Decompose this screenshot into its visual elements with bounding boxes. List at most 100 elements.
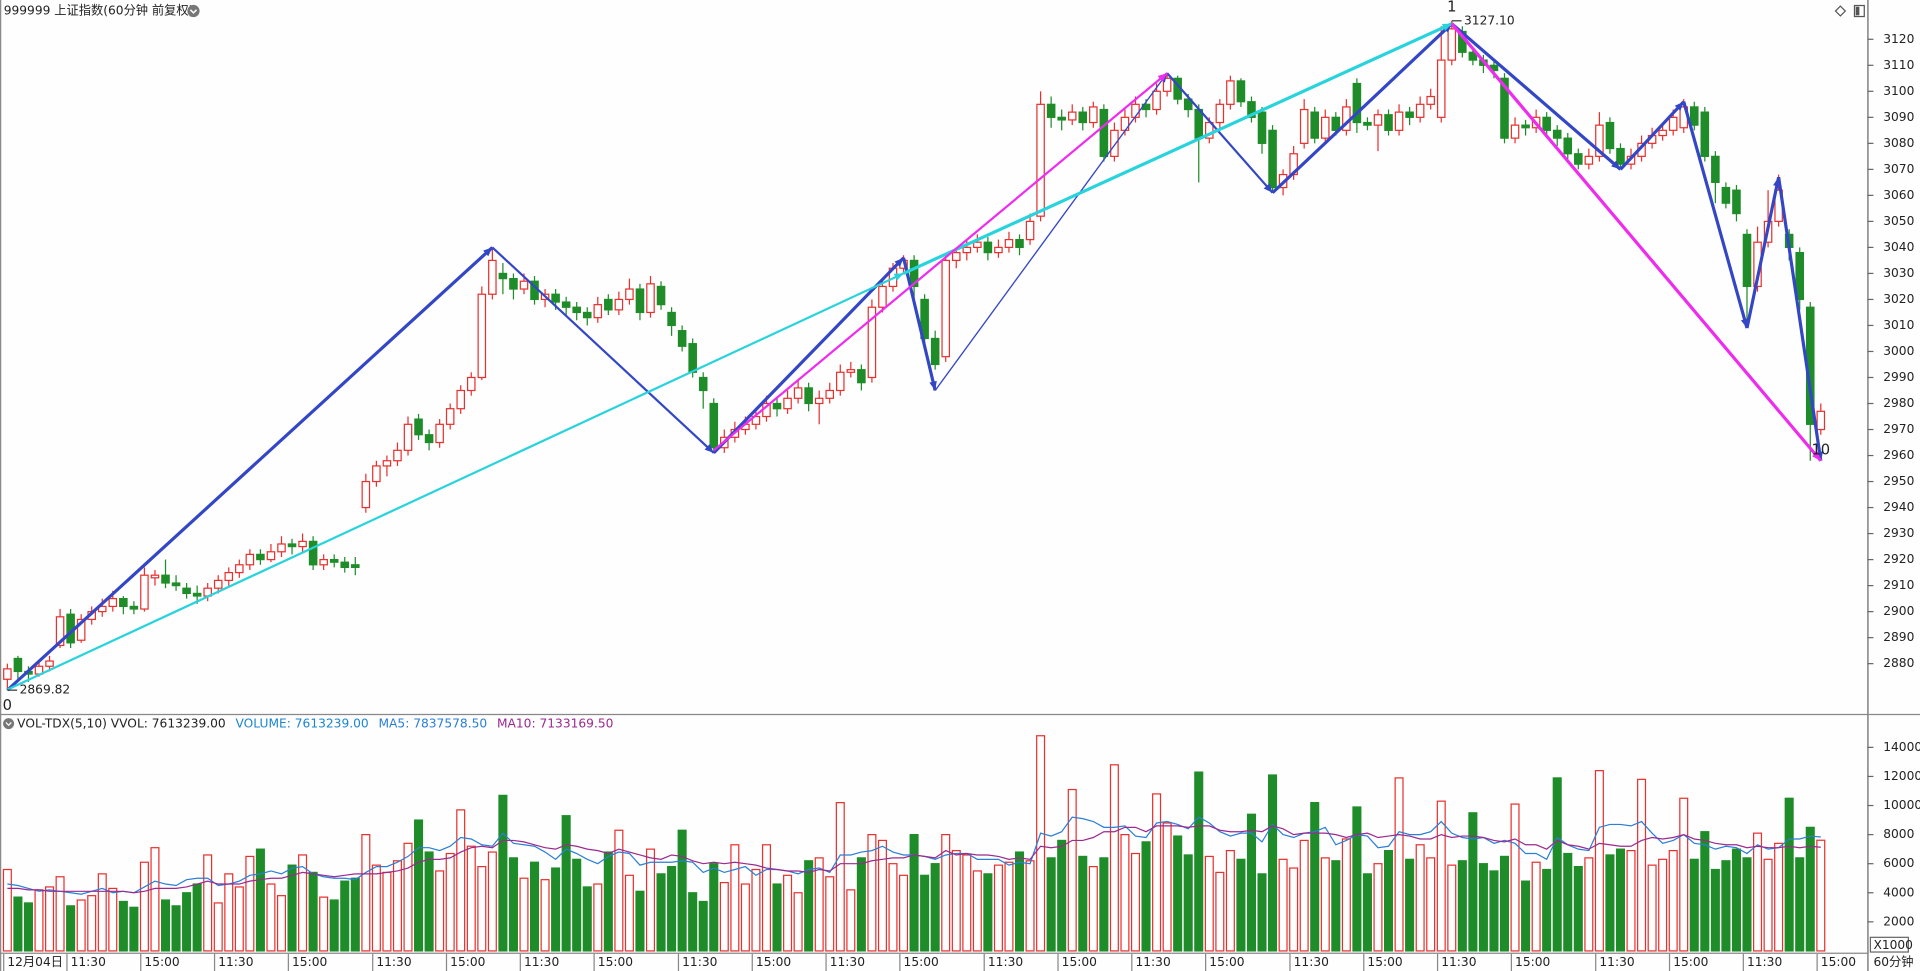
candle-body	[1563, 137, 1573, 155]
candle-body	[1004, 238, 1014, 249]
candle-body	[604, 298, 613, 311]
volume-bar	[804, 860, 814, 952]
volume-bar	[2, 868, 12, 952]
extreme-label: 3127.10	[1464, 13, 1515, 27]
volume-bar	[1268, 774, 1278, 952]
wave-line	[1619, 100, 1685, 171]
dropdown-icon[interactable]	[187, 4, 200, 18]
chart-title: 999999 上证指数(60分钟 前复权)	[4, 3, 194, 18]
volume-bar	[319, 896, 329, 952]
volume-bar	[487, 851, 497, 952]
candle-body	[551, 293, 560, 303]
volume-bar	[160, 899, 171, 952]
candle-body	[1795, 251, 1804, 301]
candle-body	[667, 311, 676, 327]
candle-body	[1299, 108, 1309, 144]
volume-dropdown[interactable]	[3, 718, 15, 730]
candle-body	[445, 408, 455, 425]
candle-body	[319, 558, 328, 566]
candle-body	[1025, 220, 1035, 241]
volume-bar	[139, 861, 149, 952]
candle-body	[962, 246, 972, 254]
candle-body	[1816, 410, 1826, 431]
volume-bar	[709, 863, 719, 952]
volume-bar	[203, 854, 213, 952]
candle-body	[1247, 101, 1256, 118]
volume-bar	[688, 892, 698, 952]
y-tick-label: 3040	[1883, 240, 1914, 254]
volume-bar	[1584, 857, 1594, 952]
volume-bar	[740, 883, 750, 952]
candle-body	[424, 434, 434, 444]
candle-body	[213, 579, 223, 589]
y-tick-label: 3000	[1883, 344, 1914, 358]
candle-body	[509, 278, 518, 290]
dropdown-chevron[interactable]	[5, 722, 12, 727]
candle-body	[1036, 103, 1045, 217]
candle-body	[224, 571, 234, 582]
x-tick-label: 11:30	[71, 955, 106, 969]
y-tick-label: 10000	[1883, 798, 1920, 812]
wave-arrowhead	[894, 257, 904, 267]
candle-body	[140, 574, 149, 610]
volume-bar	[846, 889, 856, 952]
candle-body	[1584, 155, 1594, 165]
wave-arrowhead	[929, 380, 937, 391]
y-tick-label: 3050	[1883, 214, 1914, 228]
volume-bar	[1373, 863, 1383, 952]
candle-body	[688, 343, 697, 373]
candle-body	[857, 369, 866, 384]
candle-body	[1510, 124, 1520, 139]
diamond-icon[interactable]	[1834, 5, 1847, 17]
volume-bar	[1014, 851, 1025, 952]
candle-body	[1742, 233, 1752, 288]
wave-line	[902, 22, 1453, 275]
window-icon-fill	[1855, 6, 1860, 16]
volume-bar	[1162, 822, 1172, 952]
volume-bar	[1763, 858, 1773, 952]
candle-body	[783, 397, 792, 410]
volume-bar	[1710, 868, 1720, 952]
volume-bar	[888, 863, 898, 952]
dropdown-circle[interactable]	[3, 718, 15, 730]
dropdown-chevron[interactable]	[189, 9, 198, 14]
volume-bar	[1731, 848, 1741, 952]
candle-body	[393, 449, 402, 462]
candle-body	[182, 587, 191, 595]
candle-body	[909, 259, 919, 288]
window-icon[interactable]	[1853, 4, 1865, 18]
dropdown-circle[interactable]	[187, 4, 200, 18]
volume-bar	[1489, 870, 1499, 952]
candle-body	[804, 387, 813, 405]
volume-bar	[624, 874, 634, 952]
volume-bar	[1615, 848, 1626, 952]
wave-line	[1450, 22, 1823, 462]
y-tick-label: 2910	[1883, 578, 1914, 592]
candle-body	[1268, 129, 1277, 189]
y-tick-label: 3080	[1883, 136, 1914, 150]
wave-line	[712, 256, 905, 455]
volume-bar	[508, 857, 518, 952]
volume-bar	[213, 902, 223, 952]
candle-body	[1089, 106, 1098, 124]
volume-bar	[1341, 838, 1351, 952]
volume-bar	[1299, 839, 1309, 952]
volume-bar	[593, 883, 603, 952]
candle-body	[1415, 103, 1425, 118]
volume-bar	[1109, 764, 1119, 952]
volume-bar	[97, 873, 107, 952]
y-tick-label: 2970	[1883, 422, 1914, 436]
volume-bar	[645, 848, 656, 952]
volume-bar	[962, 854, 972, 952]
wave-line	[6, 246, 494, 692]
y-tick-label: 3070	[1883, 162, 1914, 176]
volume-bar	[13, 896, 23, 952]
candle-body	[192, 592, 202, 597]
y-tick-label: 14000	[1883, 740, 1920, 754]
volume-bar	[877, 839, 887, 952]
volume-bar	[1025, 860, 1035, 952]
candle-body	[1552, 129, 1562, 139]
volume-bar	[529, 861, 540, 952]
y-tick-label: 2960	[1883, 448, 1914, 462]
volume-bar	[361, 833, 371, 952]
